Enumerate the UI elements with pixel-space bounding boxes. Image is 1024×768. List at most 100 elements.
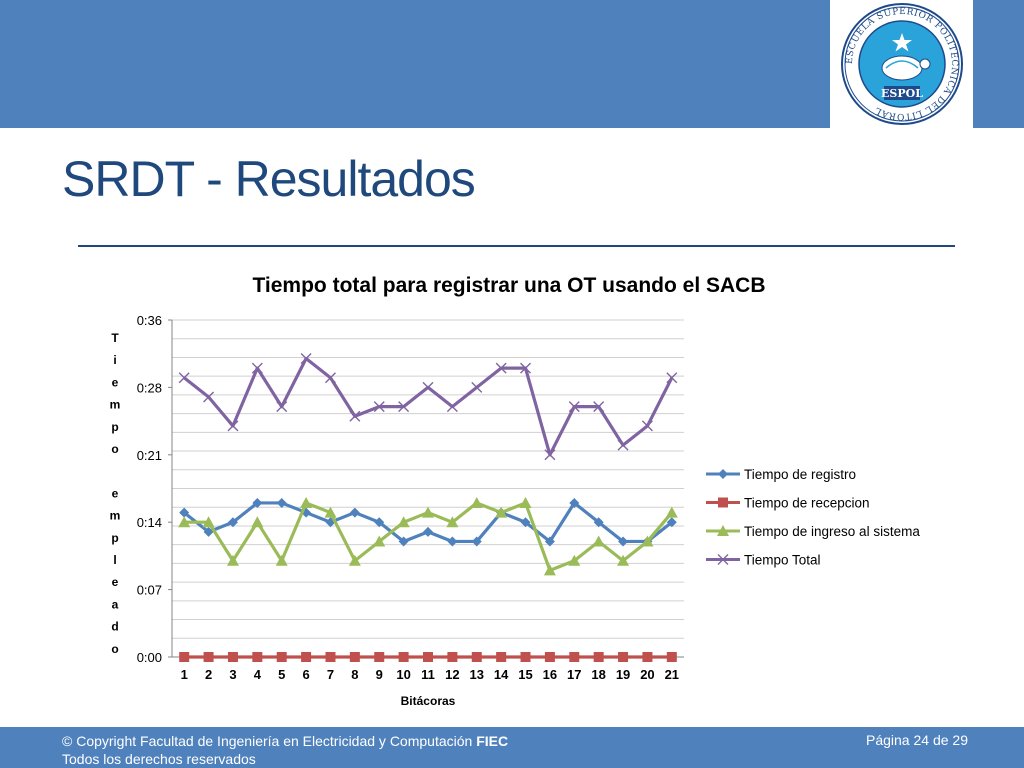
y-axis-label-letter: d xyxy=(111,620,118,634)
data-point-tiempo-de-registro xyxy=(276,497,287,508)
data-point-tiempo-de-registro xyxy=(471,536,482,547)
data-point-tiempo-de-ingreso-al-sistema xyxy=(641,535,654,547)
data-point-tiempo-total xyxy=(398,401,410,413)
data-point-tiempo-de-registro xyxy=(227,517,238,528)
y-axis-label-letter: m xyxy=(110,398,121,412)
data-point-tiempo-de-registro xyxy=(398,536,409,547)
data-point-tiempo-total xyxy=(520,362,532,374)
data-point-tiempo-de-ingreso-al-sistema xyxy=(348,554,361,566)
data-point-tiempo-de-registro xyxy=(301,507,312,518)
x-tick-label: 19 xyxy=(616,667,630,682)
y-axis-label-letter: T xyxy=(111,331,119,345)
data-point-tiempo-de-ingreso-al-sistema xyxy=(275,554,288,566)
data-point-tiempo-de-recepcion xyxy=(349,652,360,662)
data-point-tiempo-de-ingreso-al-sistema xyxy=(251,516,264,528)
data-point-tiempo-total xyxy=(349,410,361,422)
x-tick-label: 16 xyxy=(543,667,557,682)
page-number: Página 24 de 29 xyxy=(866,732,968,748)
data-point-tiempo-de-ingreso-al-sistema xyxy=(617,554,630,566)
data-point-tiempo-de-ingreso-al-sistema xyxy=(543,564,556,576)
x-tick-label: 21 xyxy=(665,667,679,682)
data-point-tiempo-de-registro xyxy=(544,536,555,547)
data-point-tiempo-de-ingreso-al-sistema xyxy=(373,535,386,547)
star-icon xyxy=(892,33,912,52)
x-tick-label: 17 xyxy=(567,667,581,682)
logo-center-text: ESPOL xyxy=(881,87,923,100)
x-tick-label: 9 xyxy=(376,667,383,682)
data-point-tiempo-de-recepcion xyxy=(642,652,653,662)
legend-label-tiempo-total: Tiempo Total xyxy=(744,553,821,568)
y-axis-label-letter: p xyxy=(111,531,118,545)
line-chart: Tiempo total para registrar una OT usand… xyxy=(104,262,964,717)
data-point-tiempo-de-recepcion xyxy=(276,652,287,662)
data-point-tiempo-de-ingreso-al-sistema xyxy=(665,506,678,518)
x-tick-label: 6 xyxy=(302,667,309,682)
y-axis-label-letter: e xyxy=(112,575,119,589)
data-point-tiempo-de-ingreso-al-sistema xyxy=(470,496,483,508)
x-tick-label: 3 xyxy=(229,667,236,682)
data-point-tiempo-de-recepcion xyxy=(593,652,604,662)
data-point-tiempo-total xyxy=(495,362,507,374)
data-point-tiempo-de-recepcion xyxy=(496,652,507,662)
y-axis-label-letter: e xyxy=(112,486,119,500)
data-point-tiempo-de-ingreso-al-sistema xyxy=(300,496,313,508)
y-axis-label-letter: o xyxy=(111,442,118,456)
data-point-tiempo-de-recepcion xyxy=(569,652,580,662)
data-point-tiempo-de-ingreso-al-sistema xyxy=(446,516,459,528)
data-point-tiempo-de-recepcion xyxy=(666,652,677,662)
data-point-tiempo-de-ingreso-al-sistema xyxy=(519,496,532,508)
x-tick-label: 8 xyxy=(351,667,358,682)
data-point-tiempo-de-ingreso-al-sistema xyxy=(422,506,434,518)
x-tick-label: 5 xyxy=(278,667,285,682)
legend-marker-tiempo-de-ingreso-al-sistema xyxy=(717,525,729,536)
data-point-tiempo-total xyxy=(446,401,458,413)
data-point-tiempo-de-ingreso-al-sistema xyxy=(397,516,410,528)
data-point-tiempo-de-registro xyxy=(569,497,580,508)
data-point-tiempo-de-ingreso-al-sistema xyxy=(226,554,239,566)
footer-bar: © Copyright Facultad de Ingeniería en El… xyxy=(0,727,1024,768)
data-point-tiempo-total xyxy=(568,401,580,413)
y-tick-label: 0:28 xyxy=(137,380,162,395)
data-point-tiempo-de-recepcion xyxy=(618,652,629,662)
data-point-tiempo-de-ingreso-al-sistema xyxy=(202,516,215,528)
x-tick-label: 20 xyxy=(640,667,654,682)
data-point-tiempo-total xyxy=(422,381,434,393)
data-point-tiempo-de-registro xyxy=(447,536,458,547)
data-point-tiempo-de-recepcion xyxy=(252,652,263,662)
data-point-tiempo-total xyxy=(666,372,678,384)
espol-logo: ESCUELA SUPERIOR POLITECNICA DEL LITORAL… xyxy=(830,0,973,128)
data-point-tiempo-de-recepcion xyxy=(447,652,458,662)
data-point-tiempo-de-registro xyxy=(666,517,677,528)
y-tick-label: 0:00 xyxy=(137,650,162,665)
data-point-tiempo-total xyxy=(324,372,336,384)
y-tick-label: 0:07 xyxy=(137,583,162,598)
data-point-tiempo-total xyxy=(227,420,239,432)
data-point-tiempo-de-registro xyxy=(593,517,604,528)
x-axis-label: Bitácoras xyxy=(401,694,456,708)
chart-title: Tiempo total para registrar una OT usand… xyxy=(252,274,765,297)
x-tick-label: 15 xyxy=(518,667,532,682)
data-point-tiempo-total xyxy=(471,381,483,393)
x-tick-label: 11 xyxy=(421,667,435,682)
data-point-tiempo-de-recepcion xyxy=(374,652,385,662)
data-point-tiempo-de-recepcion xyxy=(325,652,336,662)
y-axis-label-letter: o xyxy=(111,642,118,656)
data-point-tiempo-de-ingreso-al-sistema xyxy=(495,506,508,518)
legend-marker-tiempo-de-recepcion xyxy=(718,497,728,508)
data-point-tiempo-de-recepcion xyxy=(227,652,238,662)
data-point-tiempo-de-recepcion xyxy=(423,652,433,662)
data-point-tiempo-de-registro xyxy=(374,517,385,528)
data-point-tiempo-de-registro xyxy=(179,507,190,518)
data-point-tiempo-de-registro xyxy=(520,517,531,528)
data-point-tiempo-de-ingreso-al-sistema xyxy=(178,516,191,528)
data-point-tiempo-de-recepcion xyxy=(471,652,482,662)
data-point-tiempo-total xyxy=(178,372,190,384)
x-tick-label: 2 xyxy=(205,667,212,682)
data-point-tiempo-total xyxy=(593,401,605,413)
data-point-tiempo-de-recepcion xyxy=(520,652,531,662)
y-axis-label-letter: e xyxy=(112,375,119,389)
x-tick-label: 1 xyxy=(181,667,188,682)
y-axis-label-letter: l xyxy=(113,553,116,567)
data-point-tiempo-total xyxy=(617,439,629,451)
x-tick-label: 18 xyxy=(591,667,605,682)
